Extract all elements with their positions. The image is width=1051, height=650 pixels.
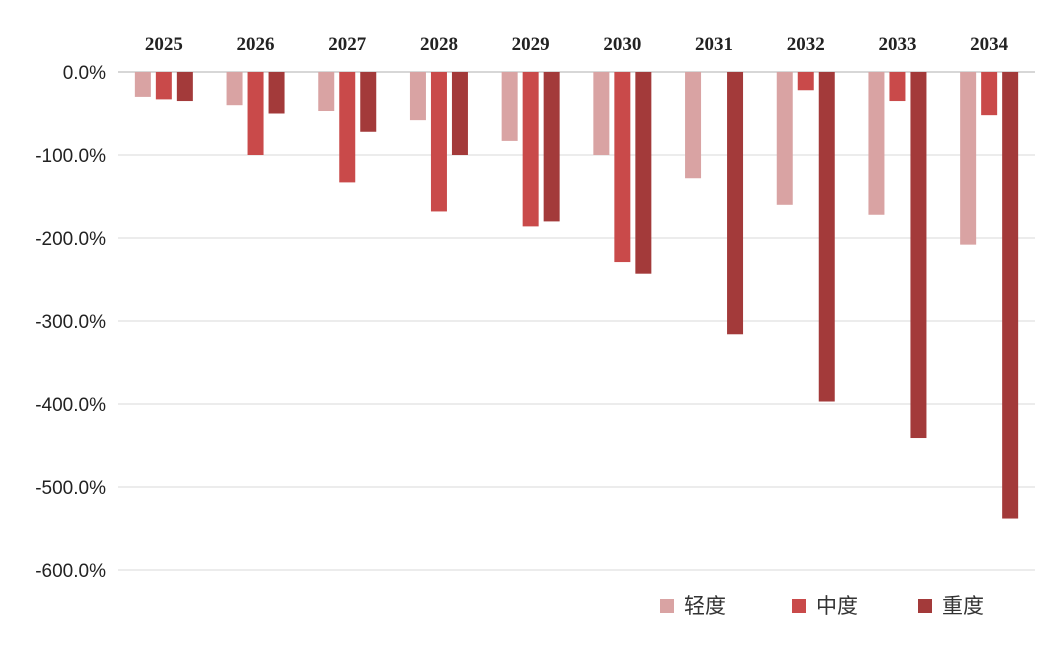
- legend-label: 轻度: [684, 594, 726, 618]
- bar-2030-series-0: [593, 72, 610, 155]
- category-label: 2033: [878, 34, 916, 55]
- bar-2028-series-2: [451, 72, 468, 155]
- bar-2029-series-2: [543, 72, 560, 222]
- bar-2033-series-1: [889, 72, 906, 102]
- bar-2034-series-1: [981, 72, 998, 116]
- bar-2032-series-1: [797, 72, 814, 91]
- category-label: 2025: [145, 34, 183, 55]
- bar-2032-series-2: [818, 72, 835, 402]
- bar-2029-series-1: [522, 72, 539, 227]
- bar-2030-series-1: [614, 72, 631, 263]
- bar-2031-series-0: [685, 72, 702, 179]
- legend-swatch: [918, 599, 932, 613]
- category-labels: 2025 2026 2027 2028 2029 2030 2031 2032 2033 2034: [145, 34, 1009, 55]
- y-tick-label: -100.0%: [35, 146, 106, 167]
- legend-label: 重度: [942, 594, 984, 618]
- category-label: 2034: [970, 34, 1009, 55]
- bar-2026-series-1: [247, 72, 264, 155]
- bar-2028-series-1: [430, 72, 447, 212]
- legend-label: 中度: [816, 594, 858, 618]
- legend-swatch: [660, 599, 674, 613]
- y-tick-label: -500.0%: [35, 478, 106, 499]
- bar-2033-series-0: [868, 72, 885, 215]
- legend-swatch: [792, 599, 806, 613]
- bar-2034-series-2: [1002, 72, 1019, 519]
- y-tick-label: -600.0%: [35, 561, 106, 582]
- category-label: 2032: [787, 34, 825, 55]
- bar-2031-series-2: [727, 72, 744, 335]
- y-tick-label: 0.0%: [63, 63, 106, 84]
- y-axis-ticks: 0.0% -100.0% -200.0% -300.0% -400.0% -500.0% -…: [35, 63, 106, 582]
- bar-2025-series-1: [155, 72, 172, 100]
- bar-2026-series-0: [226, 72, 243, 106]
- y-tick-label: -200.0%: [35, 229, 106, 250]
- bar-2026-series-2: [268, 72, 285, 114]
- bar-2028-series-0: [409, 72, 426, 121]
- bar-2027-series-2: [360, 72, 377, 132]
- bar-2030-series-2: [635, 72, 652, 274]
- bar-2025-series-2: [176, 72, 193, 102]
- bar-2027-series-0: [318, 72, 335, 112]
- category-label: 2029: [512, 34, 550, 55]
- category-label: 2028: [420, 34, 458, 55]
- y-tick-label: -300.0%: [35, 312, 106, 333]
- bar-2032-series-0: [776, 72, 793, 205]
- category-label: 2026: [237, 34, 275, 55]
- category-label: 2030: [603, 34, 641, 55]
- y-tick-label: -400.0%: [35, 395, 106, 416]
- bar-2029-series-0: [501, 72, 518, 141]
- bars: [134, 72, 1019, 519]
- bar-2034-series-0: [960, 72, 977, 245]
- category-label: 2027: [328, 34, 367, 55]
- category-label: 2031: [695, 34, 733, 55]
- bar-2033-series-2: [910, 72, 927, 439]
- bar-2027-series-1: [339, 72, 356, 183]
- bar-2025-series-0: [134, 72, 151, 97]
- legend: 轻度 中度 重度: [660, 594, 984, 618]
